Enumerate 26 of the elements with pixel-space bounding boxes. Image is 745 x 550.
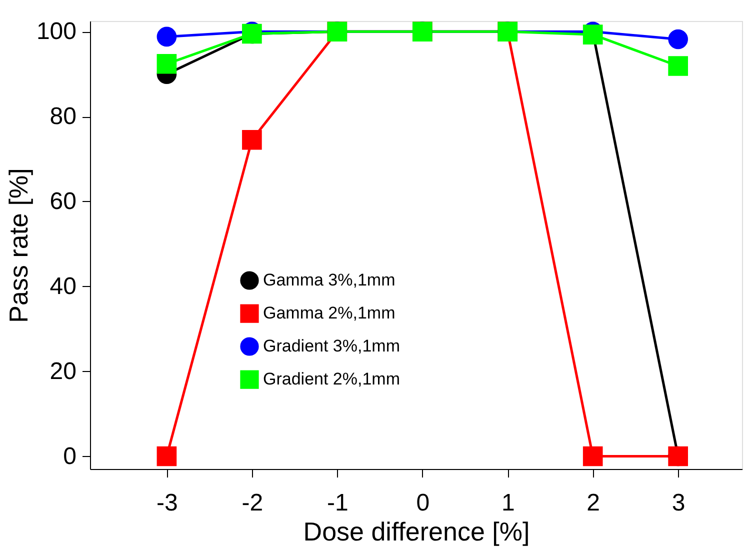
- point: [156, 54, 177, 74]
- x-tick-label: -1: [326, 490, 348, 516]
- y-tick-label: 20: [50, 358, 76, 385]
- point: [668, 29, 688, 50]
- y-axis-title: Pass rate [%]: [3, 168, 34, 323]
- x-tick-label: 1: [501, 490, 515, 516]
- y-tick-label: 40: [50, 272, 76, 300]
- point: [156, 446, 177, 466]
- x-tick-label: 3: [672, 490, 686, 516]
- y-tick-label: 80: [50, 103, 76, 130]
- legend-label: Gamma 3%,1mm: [263, 270, 396, 290]
- y-tick-label: 0: [63, 442, 76, 470]
- legend-label: Gradient 2%,1mm: [263, 370, 400, 388]
- x-tick-label: 0: [416, 490, 430, 516]
- legend-label: Gamma 2%,1mm: [263, 304, 396, 322]
- point: [668, 56, 688, 76]
- point: [582, 446, 603, 466]
- y-tick-label: 100: [36, 18, 76, 46]
- x-tick-label: -3: [156, 490, 178, 516]
- x-tick-label: -2: [242, 490, 264, 516]
- point: [156, 26, 177, 47]
- x-axis-title: Dose difference [%]: [303, 516, 530, 546]
- legend-label: Gradient 3%,1mm: [263, 336, 400, 356]
- y-tick-label: 60: [50, 188, 76, 215]
- point: [242, 130, 262, 150]
- x-tick-label: 2: [586, 490, 600, 516]
